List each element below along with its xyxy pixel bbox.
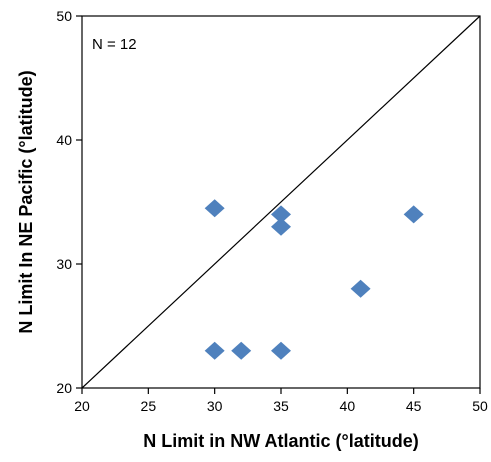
identity-reference-line: [81, 15, 481, 389]
x-tick-label: 30: [207, 398, 223, 414]
x-tick-label: 20: [74, 398, 90, 414]
data-point-diamond: [350, 279, 371, 298]
data-point-diamond: [231, 341, 252, 360]
data-point-diamond: [271, 205, 291, 224]
data-point-diamond: [204, 199, 225, 218]
data-point-diamond: [403, 205, 424, 224]
x-tick-label: 35: [273, 398, 289, 414]
x-tick-label: 50: [472, 398, 488, 414]
y-axis-title: N Limit In NE Pacific (°latitude): [16, 70, 36, 333]
y-tick-label: 20: [56, 380, 72, 396]
x-axis-ticks: 20 25 30 35 40 45 50: [74, 388, 488, 414]
x-tick-label: 45: [406, 398, 422, 414]
data-point-diamond: [204, 341, 225, 360]
y-tick-label: 40: [56, 132, 72, 148]
y-tick-label: 30: [56, 256, 72, 272]
sample-size-annotation: N = 12: [92, 36, 137, 53]
x-axis-title: N Limit in NW Atlantic (°latitude): [143, 431, 419, 451]
y-tick-label: 50: [56, 8, 72, 24]
data-points: [204, 199, 424, 360]
x-tick-label: 40: [340, 398, 356, 414]
plot-area-frame: [81, 15, 481, 389]
x-tick-label: 25: [141, 398, 157, 414]
data-point-diamond: [271, 341, 291, 360]
y-axis-ticks: 20 30 40 50: [56, 8, 82, 396]
data-point-diamond: [271, 217, 291, 236]
